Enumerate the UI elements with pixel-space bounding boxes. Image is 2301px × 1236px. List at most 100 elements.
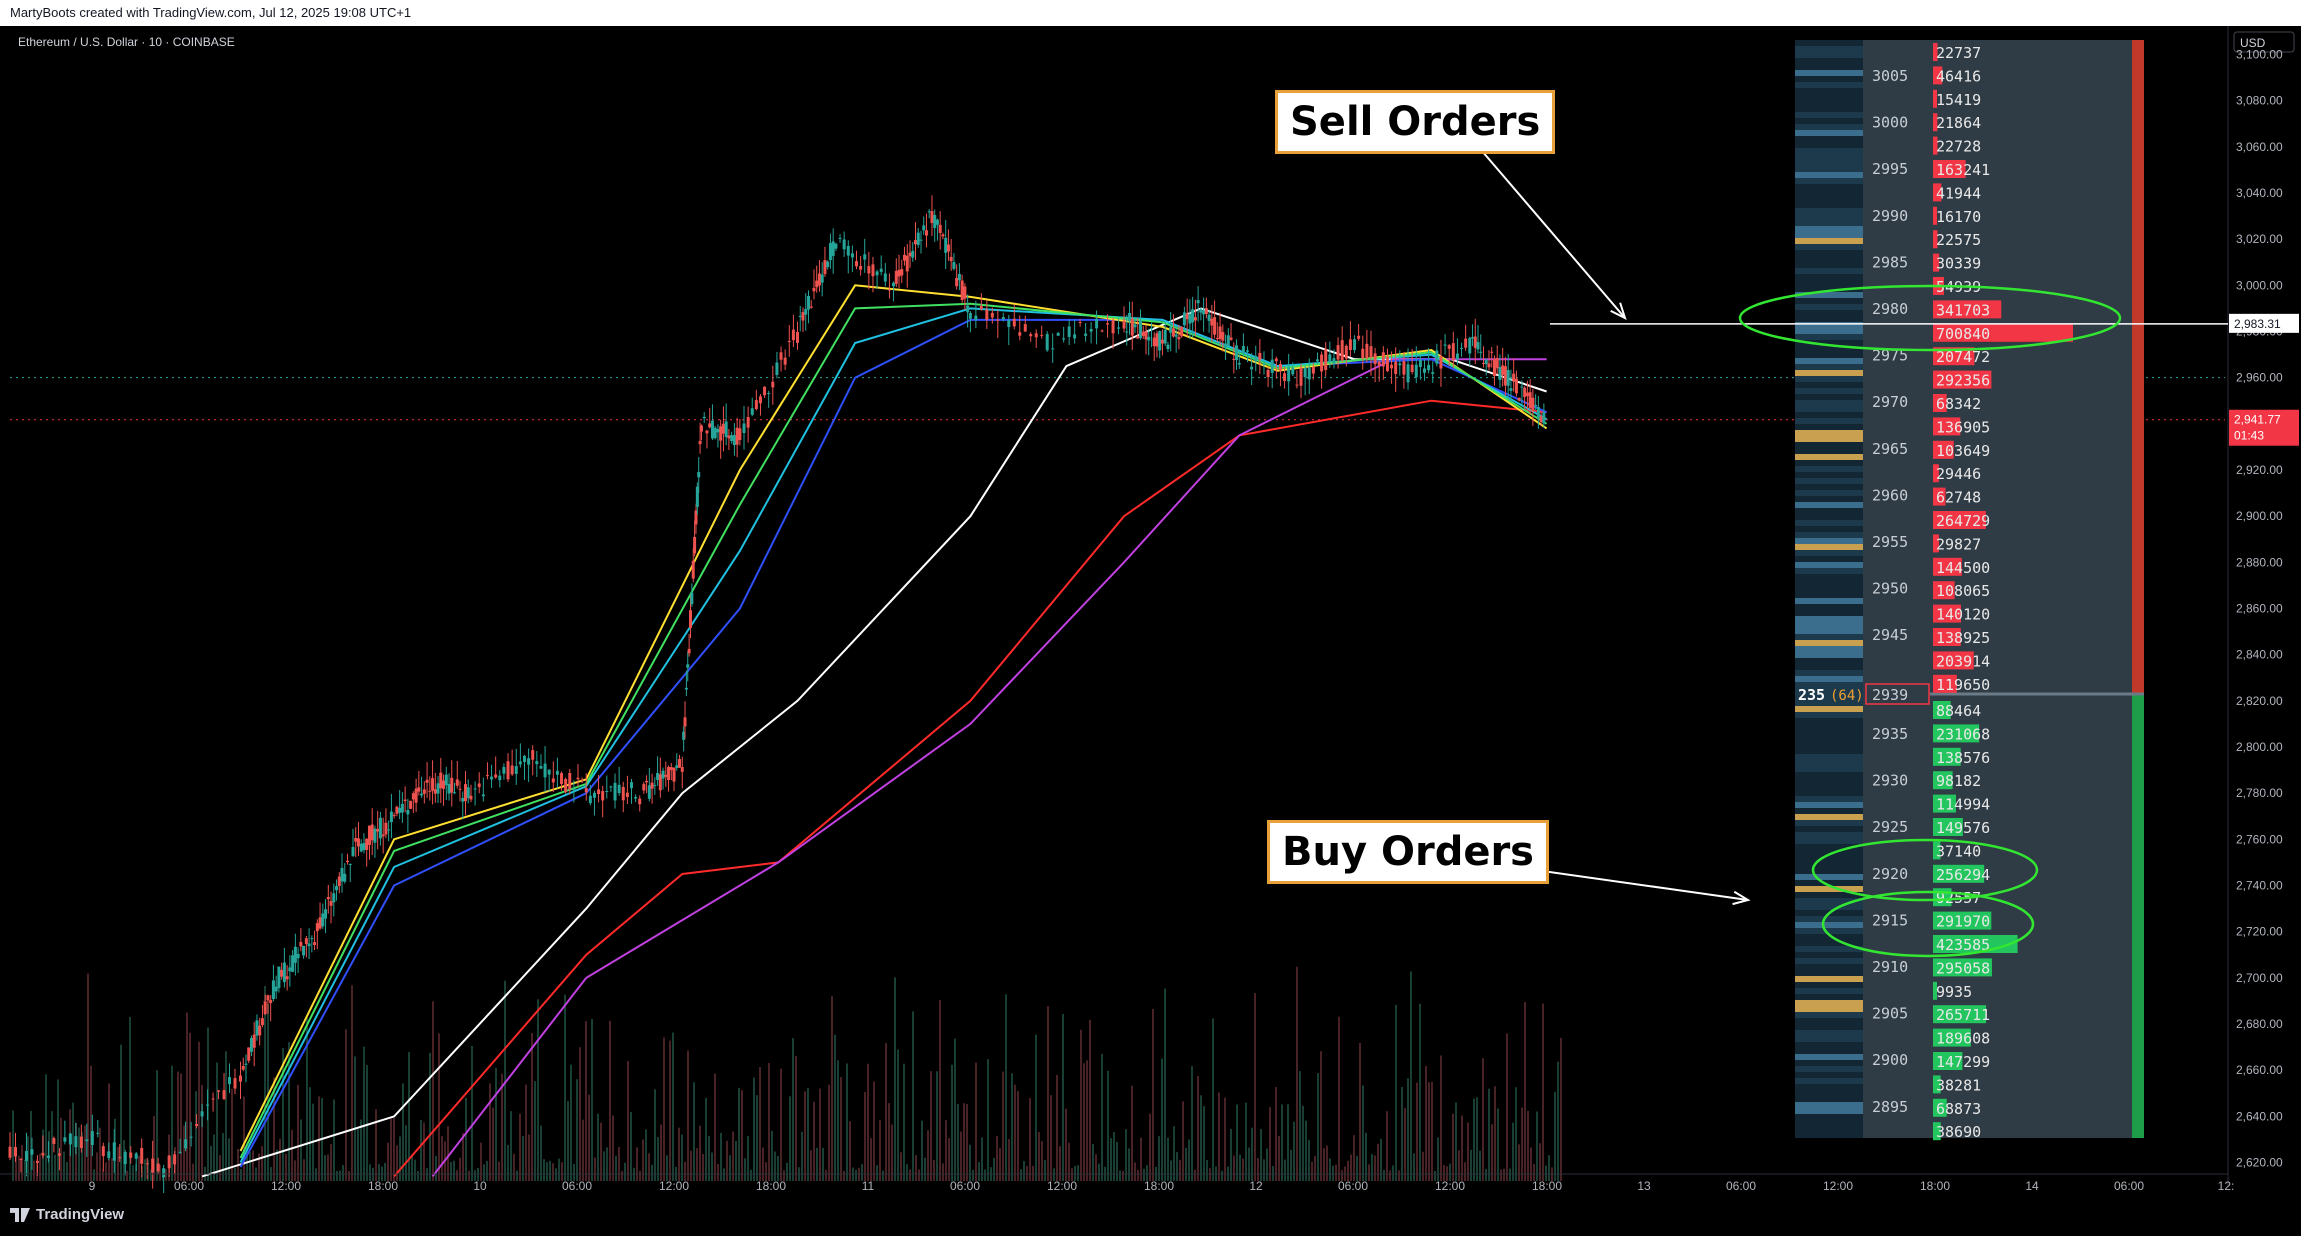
volume-bar [348, 1171, 350, 1181]
volume-bar [1479, 1151, 1481, 1181]
volume-bar [45, 1074, 47, 1181]
volume-bar [465, 1098, 467, 1181]
volume-bar [1557, 1062, 1559, 1181]
heatmap-cell [1795, 214, 1863, 220]
volume-bar [408, 1052, 410, 1181]
volume-bar [819, 1089, 821, 1181]
volume-bar [120, 1045, 122, 1181]
volume-bar [993, 1158, 995, 1181]
ask-size-label: 30339 [1936, 255, 1981, 273]
current-price-label: 2939 [1872, 686, 1908, 704]
candle-body [678, 759, 681, 768]
ask-size-label: 341703 [1936, 301, 1990, 319]
volume-bar [648, 1153, 650, 1181]
volume-bar [762, 1147, 764, 1181]
heatmap-cell [1795, 1072, 1863, 1078]
volume-bar [918, 1170, 920, 1181]
candle-body [1526, 393, 1529, 396]
candle-body [884, 273, 887, 281]
candle-body [332, 893, 335, 902]
volume-bar [1485, 1169, 1487, 1181]
candle-body [264, 1001, 267, 1014]
x-tick-label: 12:00 [271, 1179, 301, 1193]
candle-body [699, 441, 702, 444]
candle-body [969, 313, 972, 319]
volume-bar [642, 1139, 644, 1181]
heatmap-cell [1795, 1084, 1863, 1090]
candle-body [1369, 346, 1372, 357]
volume-bar [1542, 1004, 1544, 1181]
volume-bar [1380, 1139, 1382, 1181]
volume-bar [744, 1158, 746, 1181]
price-chart[interactable]: Ethereum / U.S. Dollar · 10 · COINBASE 2… [0, 26, 2301, 1200]
chart-credit: MartyBoots created with TradingView.com,… [0, 5, 411, 20]
candle-body [1448, 345, 1451, 349]
candle-body [1456, 354, 1459, 360]
heatmap-cell [1795, 1024, 1863, 1030]
candle-body [354, 838, 357, 842]
volume-bar [1536, 1111, 1538, 1181]
heatmap-cell [1795, 1042, 1863, 1048]
volume-bar [1191, 1066, 1193, 1181]
candle-body [129, 1153, 132, 1158]
candle-body [1142, 332, 1145, 336]
volume-bar [1206, 1160, 1208, 1181]
volume-bar [354, 1056, 356, 1181]
heatmap-cell [1795, 478, 1863, 484]
volume-bar [1251, 1128, 1253, 1181]
candle-body [338, 877, 341, 886]
candle-body [253, 1035, 256, 1048]
volume-bar [1269, 1107, 1271, 1181]
heatmap-cell [1795, 1066, 1863, 1072]
volume-bar [201, 1085, 203, 1181]
volume-bar [1521, 1108, 1523, 1181]
candle-body [552, 778, 555, 782]
candle-body [1468, 338, 1471, 354]
volume-bar [1002, 1072, 1004, 1181]
bid-price-label: 2910 [1872, 958, 1908, 976]
ask-size-label: 138925 [1936, 629, 1990, 647]
candle-body [1254, 356, 1257, 361]
candle-body [341, 868, 344, 881]
candle-body [450, 778, 453, 793]
heatmap-cell [1795, 664, 1863, 670]
ask-size-label: 103649 [1936, 442, 1990, 460]
tradingview-logo[interactable]: TradingView [10, 1206, 124, 1223]
volume-bar [1257, 1158, 1259, 1181]
candle-body [815, 281, 818, 288]
candle-body [568, 773, 571, 789]
candle-body [523, 756, 526, 762]
volume-bar [1407, 1078, 1409, 1181]
heatmap-cell [1795, 388, 1863, 394]
candle-body [548, 770, 551, 775]
candle-body [1312, 367, 1315, 374]
heatmap-cell [1795, 790, 1863, 796]
heatmap-cell [1795, 538, 1863, 544]
sell-orders-arrow [1482, 151, 1625, 318]
candle-body [280, 970, 283, 977]
heatmap-cell [1795, 394, 1863, 400]
volume-bar [1413, 1153, 1415, 1181]
volume-bar [612, 1115, 614, 1181]
candle-body [1328, 354, 1331, 362]
bid-price-label: 2895 [1872, 1098, 1908, 1116]
candle-body [684, 717, 687, 726]
heatmap-cell [1795, 604, 1863, 610]
x-tick-label: 13 [1637, 1179, 1651, 1193]
volume-bar [180, 1073, 182, 1181]
candle-body [747, 417, 750, 428]
candle-body [1283, 373, 1286, 381]
candle-body [431, 778, 434, 791]
candle-body [719, 426, 722, 440]
candle-body [1537, 407, 1540, 418]
volume-bar [216, 1062, 218, 1181]
heatmap-cell [1795, 334, 1863, 340]
volume-bar [807, 1088, 809, 1181]
candle-body [1411, 365, 1414, 372]
volume-bar [1401, 1087, 1403, 1181]
volume-bar [651, 1165, 653, 1181]
volume-bar [1524, 1002, 1526, 1181]
candle-body [950, 257, 953, 261]
candle-body [1474, 337, 1477, 348]
volume-bar [1263, 1159, 1265, 1181]
